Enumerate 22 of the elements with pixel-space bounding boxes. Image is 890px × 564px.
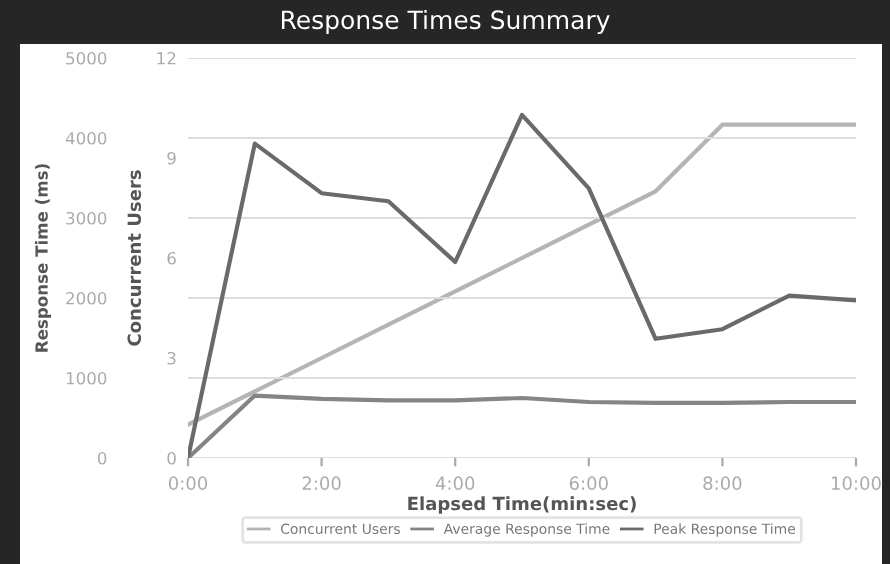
x-tick-label: 8:00 [703, 476, 742, 491]
x-tick-label: 4:00 [435, 476, 475, 491]
y2-tick-label: 6 [167, 251, 176, 265]
y2-tick-label: 3 [167, 351, 176, 365]
y2-axis-title: Concurrent Users [127, 170, 142, 346]
x-tick-label: 2:00 [302, 476, 341, 491]
line-series [188, 393, 856, 458]
y2-tick-label: 0 [167, 451, 176, 465]
x-tick-label: 0:00 [168, 476, 208, 491]
y-tick-label: 0 [97, 451, 107, 465]
chart-title: Response Times Summary [281, 9, 610, 35]
y-tick-label: 4000 [65, 131, 107, 145]
x-tick-label: 10:00 [831, 476, 881, 491]
y-tick-label: 2000 [66, 291, 107, 305]
y-axis-title: Response Time (ms) [34, 164, 52, 352]
y-tick-label: 5000 [66, 51, 107, 65]
x-tick-label: 6:00 [569, 476, 608, 491]
y-tick-label: 1000 [66, 371, 107, 385]
y2-tick-label: 9 [167, 151, 176, 165]
y-tick-label: 3000 [66, 211, 107, 225]
x-axis-title: Elapsed Time(min:sec) [408, 496, 636, 514]
y2-tick-label: 12 [157, 51, 176, 65]
